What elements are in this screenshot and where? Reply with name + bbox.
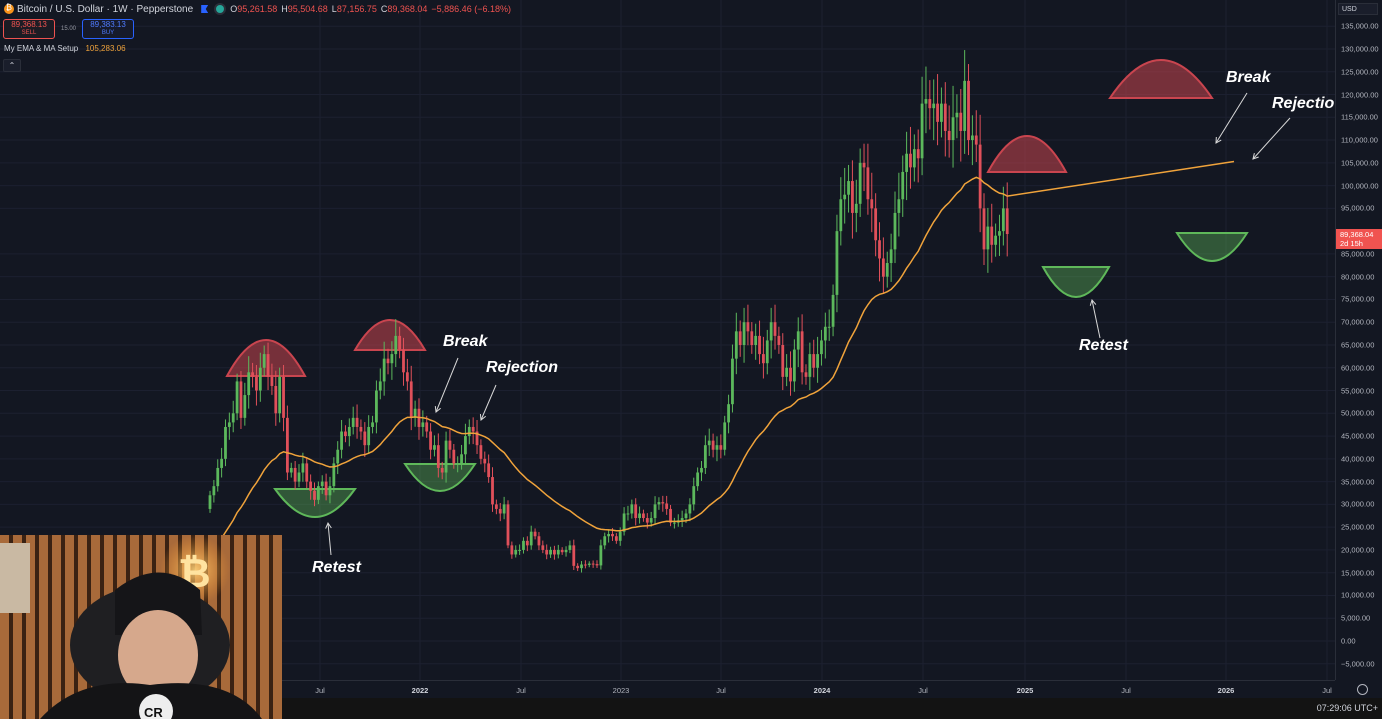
last-price-label: 89,368.04 2d 15h	[1336, 229, 1382, 249]
chart-header: Bitcoin / U.S. Dollar · 1W · Pepperstone…	[4, 2, 515, 16]
currency-selector[interactable]: USD	[1338, 3, 1378, 15]
ohlc-value: 89,368.04	[387, 4, 428, 14]
price-tick: 120,000.00	[1341, 90, 1379, 100]
spread-value: 15.00	[61, 26, 77, 32]
price-tick: 80,000.00	[1341, 272, 1375, 282]
bitcoin-logo-icon	[4, 3, 14, 14]
time-tick: Jul	[918, 686, 928, 695]
price-tick: 135,000.00	[1341, 21, 1379, 31]
buy-price: 89,383.13	[90, 20, 126, 29]
time-tick: Jul	[516, 686, 526, 695]
price-tick: 0.00	[1341, 636, 1356, 646]
ohlc-value: 95,261.58	[237, 4, 278, 14]
time-tick: 2023	[612, 686, 630, 695]
price-tick: 100,000.00	[1341, 181, 1379, 191]
settings-icon[interactable]	[1357, 684, 1368, 695]
indicator-name: My EMA & MA Setup	[4, 44, 79, 53]
ohlc-value: 95,504.68	[287, 4, 328, 14]
annotation-label: Retest	[1079, 337, 1128, 354]
ohlc-key: H	[281, 4, 288, 14]
time-tick: 2026	[1217, 686, 1235, 695]
ohlc-key: C	[380, 4, 388, 14]
price-tick: 60,000.00	[1341, 363, 1375, 373]
price-tick: 5,000.00	[1341, 613, 1371, 623]
webcam-overlay: ₿ CR	[0, 535, 282, 719]
time-axis[interactable]: Jul 2022 Jul 2023 Jul 2024 Jul 2025 Jul 2026 Jul	[0, 680, 1335, 699]
price-chart-canvas[interactable]	[0, 0, 1335, 680]
price-tick: 115,000.00	[1341, 112, 1378, 122]
time-tick: 2025	[1016, 686, 1034, 695]
ohlc-value: 87,156.75	[336, 4, 377, 14]
indicator-legend[interactable]: My EMA & MA Setup 105,283.06	[4, 44, 126, 53]
price-tick: 95,000.00	[1341, 203, 1375, 213]
ohlc-values: O95,261.58 H95,504.68 L87,156.75 C89,368.04…	[230, 4, 515, 14]
ohlc-key: O	[230, 4, 238, 14]
price-tick: 70,000.00	[1341, 317, 1375, 327]
bottom-toolbar: 07:29:06 UTC+	[0, 698, 1382, 719]
buy-label: BUY	[101, 30, 115, 36]
price-tick: 45,000.00	[1341, 431, 1375, 441]
price-tick: 15,000.00	[1341, 568, 1375, 578]
svg-text:CR: CR	[144, 705, 163, 719]
price-tick: 85,000.00	[1341, 249, 1375, 259]
price-tick: 50,000.00	[1341, 408, 1375, 418]
price-tick: 125,000.00	[1341, 67, 1379, 77]
price-tick: 75,000.00	[1341, 294, 1375, 304]
indicator-value: 105,283.06	[85, 44, 126, 53]
sell-label: SELL	[21, 30, 37, 36]
annotation-label: Break	[443, 333, 488, 350]
bar-countdown: 2d 15h	[1340, 239, 1363, 248]
price-axis[interactable]	[1335, 0, 1382, 680]
time-tick: Jul	[1121, 686, 1131, 695]
price-tick: −5,000.00	[1341, 659, 1375, 669]
symbol-title[interactable]: Bitcoin / U.S. Dollar · 1W · Pepperstone	[17, 3, 194, 15]
price-tick: 130,000.00	[1341, 44, 1379, 54]
price-tick: 110,000.00	[1341, 135, 1378, 145]
time-tick: 2022	[411, 686, 429, 695]
market-status-icon	[216, 5, 225, 13]
price-tick: 20,000.00	[1341, 545, 1375, 555]
price-tick: 25,000.00	[1341, 522, 1375, 532]
time-tick: Jul	[716, 686, 726, 695]
flag-icon[interactable]	[201, 5, 209, 13]
time-tick: 2024	[813, 686, 831, 695]
clock[interactable]: 07:29:06 UTC+	[1316, 703, 1378, 713]
ohlc-value: −5,886.46 (−6.18%)	[431, 4, 511, 14]
sell-button[interactable]: 89,368.13 SELL	[3, 19, 55, 39]
trade-panel: 89,368.13 SELL 15.00 89,383.13 BUY	[3, 19, 135, 39]
annotation-label: Rejection	[486, 359, 559, 376]
annotation-label: Retest	[312, 559, 361, 576]
price-tick: 105,000.00	[1341, 158, 1379, 168]
annotation-label: Break	[1226, 69, 1271, 86]
price-tick: 30,000.00	[1341, 499, 1375, 509]
sell-price: 89,368.13	[11, 20, 47, 29]
price-tick: 40,000.00	[1341, 454, 1375, 464]
time-tick: Jul	[315, 686, 325, 695]
time-tick: Jul	[1322, 686, 1332, 695]
price-tick: 65,000.00	[1341, 340, 1375, 350]
collapse-legend-button[interactable]: ⌃	[3, 59, 21, 72]
ohlc-key: L	[331, 4, 337, 14]
last-price: 89,368.04	[1340, 230, 1374, 239]
streamer-webcam-image: ₿ CR	[0, 535, 282, 719]
annotation-label: Rejectio	[1272, 95, 1335, 112]
buy-button[interactable]: 89,383.13 BUY	[82, 19, 135, 39]
price-tick: 35,000.00	[1341, 477, 1375, 487]
chevron-up-icon: ⌃	[8, 61, 16, 70]
price-tick: 10,000.00	[1341, 590, 1375, 600]
price-tick: 55,000.00	[1341, 386, 1375, 396]
